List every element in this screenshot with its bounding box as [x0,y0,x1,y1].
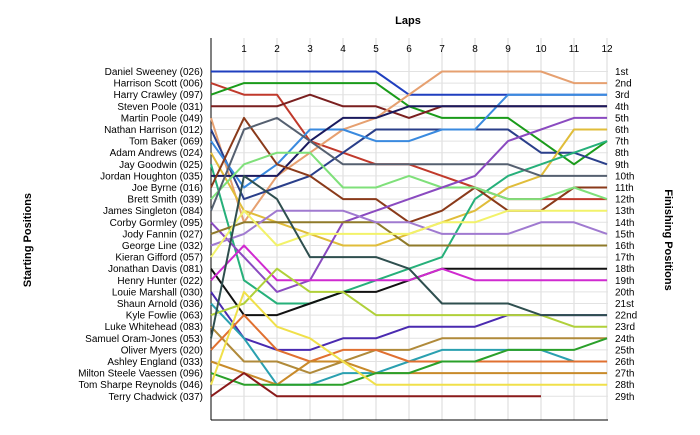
finish-position-label: 15th [615,229,634,240]
series-line [210,151,608,201]
driver-label: Ashley England (033) [107,357,203,368]
driver-label: Adam Andrews (024) [110,148,203,159]
finish-position-label: 14th [615,218,634,229]
finish-position-label: 13th [615,206,634,217]
series-lines [210,70,608,398]
finish-position-label: 22nd [615,311,637,322]
finish-position-label: 17th [615,253,634,264]
finish-position-label: 1st [615,67,629,78]
finish-position-label: 11th [615,183,634,194]
driver-label: Jordan Houghton (035) [100,171,203,182]
finish-position-label: 28th [615,380,634,391]
driver-label: Martin Poole (049) [121,113,203,124]
driver-label: Jody Fannin (027) [122,229,203,240]
lap-tick-label: 3 [307,44,313,55]
finish-position-label: 7th [615,137,629,148]
finish-position-label: 2nd [615,79,632,90]
finish-position-label: 24th [615,334,634,345]
lap-tick-label: 7 [439,44,445,55]
finish-position-label: 5th [615,113,629,124]
lap-tick-label: 1 [241,44,247,55]
series-line [210,314,607,363]
finish-position-label: 26th [615,357,634,368]
driver-label: Terry Chadwick (037) [109,392,203,403]
chart-title: Laps [395,15,421,27]
driver-label: Daniel Sweeney (026) [105,67,203,78]
series-line [210,174,607,339]
plot-frame [210,38,608,421]
finish-position-label: 12th [615,195,634,206]
lap-tick-label: 6 [406,44,412,55]
finishing-positions-label: Finishing Positions [662,189,674,290]
lap-tick-label: 10 [535,44,547,55]
driver-label: Tom Sharpe Reynolds (046) [78,380,203,391]
series-line [210,209,607,258]
driver-label: Louie Marshall (030) [112,287,203,298]
driver-label: Nathan Harrison (012) [104,125,203,136]
finish-position-label: 19th [615,276,634,287]
driver-label: Samuel Oram-Jones (053) [85,334,203,345]
series-line [210,326,607,375]
finish-position-label: 18th [615,264,634,275]
series-line [210,128,608,201]
series-line [210,209,608,247]
driver-label: Jonathan Davis (081) [108,264,203,275]
lap-tick-label: 12 [601,44,613,55]
finish-position-label: 6th [615,125,629,136]
driver-label: Brett Smith (039) [127,195,203,206]
driver-label: Luke Whitehead (083) [105,322,203,333]
finish-position-label: 8th [615,148,629,159]
driver-label: Shaun Arnold (036) [117,299,203,310]
driver-label: Milton Steele Vaessen (096) [78,369,203,380]
driver-label: Henry Hunter (022) [117,276,203,287]
lap-tick-label: 4 [340,44,346,55]
finish-position-label: 4th [615,102,629,113]
driver-labels: Daniel Sweeney (026)Harrison Scott (006)… [78,67,203,403]
lap-ticks: 1 2 3 4 5 6 7 8 9 10 11 12 [241,44,613,55]
driver-label: Corby Gormley (095) [110,218,203,229]
driver-label: Steven Poole (031) [117,102,203,113]
finish-position-label: 27th [615,369,634,380]
series-line [211,105,607,177]
finish-position-label: 25th [615,345,634,356]
series-line [210,221,607,247]
finish-position-label: 16th [615,241,634,252]
starting-positions-label: Starting Positions [22,193,34,287]
finish-labels: 1st2nd3rd4th5th6th7th8th9th10th11th12th1… [615,67,637,403]
finish-position-label: 9th [615,160,629,171]
finish-position-label: 20th [615,287,634,298]
lap-tick-label: 9 [505,44,511,55]
lap-tick-label: 2 [274,44,280,55]
series-line [210,116,607,212]
driver-label: Joe Byrne (016) [132,183,203,194]
finish-position-label: 3rd [615,90,629,101]
driver-label: Harrison Scott (006) [114,79,203,90]
finish-position-label: 10th [615,171,634,182]
series-line [210,290,607,386]
driver-label: Oliver Myers (020) [121,345,203,356]
finish-position-label: 29th [615,392,634,403]
series-line [210,372,541,398]
lap-tick-label: 8 [472,44,478,55]
lap-tick-label: 11 [569,44,580,55]
series-line [210,244,607,282]
driver-label: Jay Goodwin (025) [119,160,203,171]
driver-label: James Singleton (084) [103,206,203,217]
driver-label: Kyle Fowlie (063) [126,311,203,322]
driver-label: Harry Crawley (097) [114,90,203,101]
finish-position-label: 21st [615,299,634,310]
driver-label: Tom Baker (069) [129,137,203,148]
driver-label: Kieran Gifford (057) [115,253,203,264]
series-line [210,116,607,293]
driver-label: George Line (032) [122,241,203,252]
finish-position-label: 23rd [615,322,635,333]
lap-tick-label: 5 [373,44,379,55]
series-line [210,337,608,386]
